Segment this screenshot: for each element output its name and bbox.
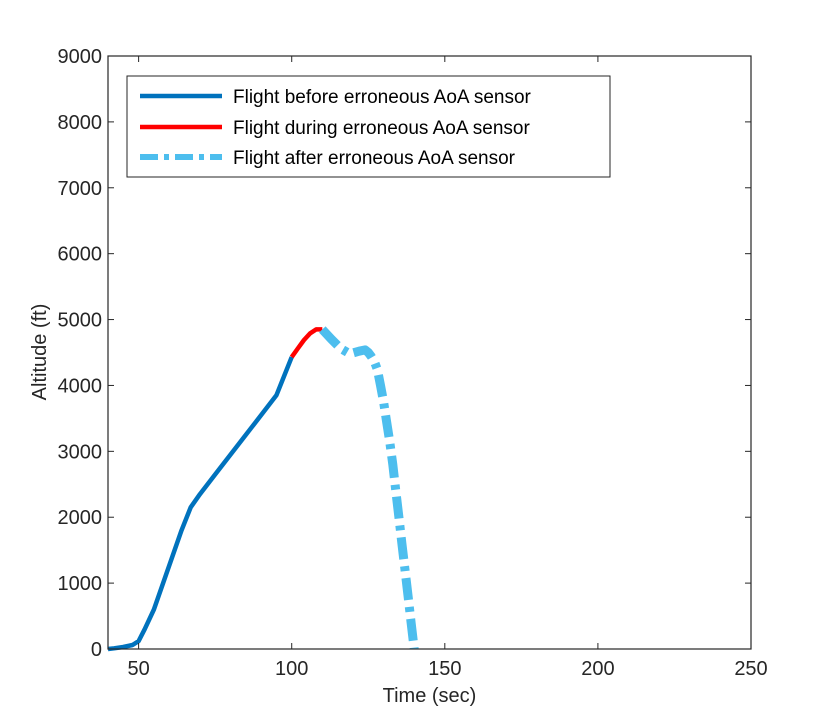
axis-tick-labels: 50 100 150 200 250 0 1000 2000 3000 4000 5000 6000 7… xyxy=(58,46,768,680)
y-tick-label: 4000 xyxy=(58,375,103,397)
y-tick-label: 1000 xyxy=(58,573,103,595)
x-tick-label: 200 xyxy=(581,658,614,680)
y-tick-label: 9000 xyxy=(58,46,103,68)
x-tick-label: 150 xyxy=(428,658,461,680)
series-lines xyxy=(107,326,419,652)
legend-label-after: Flight after erroneous AoA sensor xyxy=(233,148,516,169)
x-tick-label: 250 xyxy=(734,658,767,680)
y-tick-label: 2000 xyxy=(58,507,103,529)
y-tick-label: 0 xyxy=(91,639,102,661)
legend: Flight before erroneous AoA sensor Fligh… xyxy=(126,75,611,178)
x-tick-label: 50 xyxy=(127,658,149,680)
series-line-1 xyxy=(289,327,323,359)
y-tick-label: 5000 xyxy=(58,310,103,332)
axis-ticks xyxy=(108,55,752,650)
y-tick-label: 7000 xyxy=(58,178,103,200)
x-axis-title: Time (sec) xyxy=(383,685,477,707)
plot-frame xyxy=(107,55,752,650)
y-tick-label: 8000 xyxy=(58,112,103,134)
legend-label-before: Flight before erroneous AoA sensor xyxy=(233,87,532,108)
series-line-2 xyxy=(319,326,419,650)
y-axis-title: Altitude (ft) xyxy=(29,304,51,401)
x-tick-label: 100 xyxy=(275,658,308,680)
y-tick-label: 3000 xyxy=(58,441,103,463)
y-tick-label: 6000 xyxy=(58,244,103,266)
series-line-0 xyxy=(107,356,294,652)
legend-label-during: Flight during erroneous AoA sensor xyxy=(233,118,530,139)
